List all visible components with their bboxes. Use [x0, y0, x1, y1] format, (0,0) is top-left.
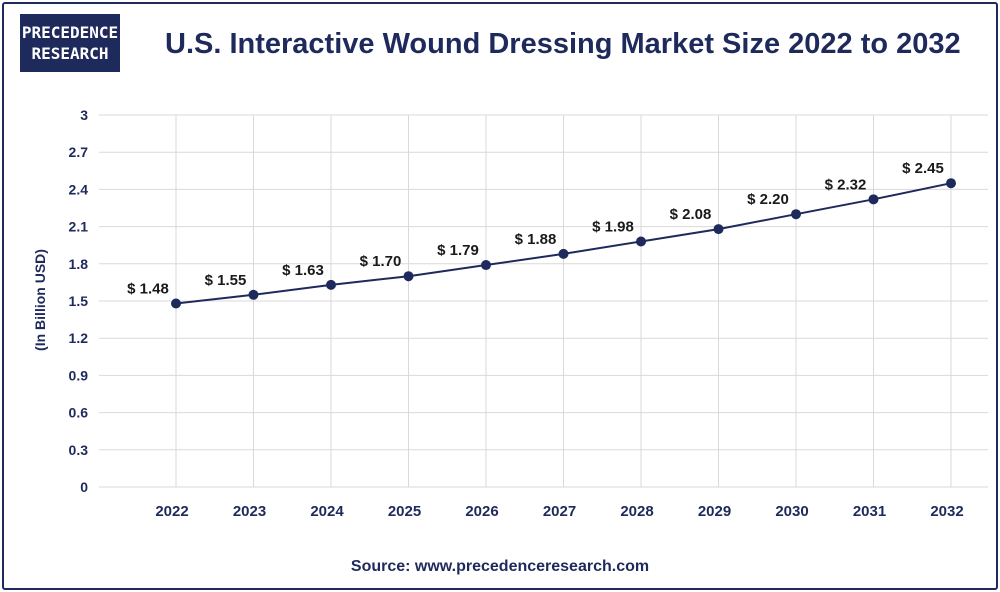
x-tick-label: 2024: [310, 503, 344, 520]
data-point: [946, 178, 956, 189]
data-label: $ 1.48: [127, 280, 169, 297]
data-label: $ 1.98: [592, 218, 634, 235]
y-tick-label: 0.3: [69, 442, 89, 458]
x-tick-label: 2025: [388, 503, 421, 520]
data-point: [481, 260, 491, 271]
data-point: [636, 236, 646, 247]
y-tick-label: 3: [80, 107, 88, 123]
x-tick-label: 2023: [233, 503, 266, 520]
precedence-research-logo: PRECEDENCE RESEARCH: [20, 14, 120, 72]
x-tick-label: 2027: [543, 503, 576, 520]
data-label: $ 1.88: [515, 231, 557, 248]
x-tick-label: 2029: [698, 503, 731, 520]
x-tick-label: 2026: [465, 503, 498, 520]
y-tick-label: 0: [80, 479, 88, 495]
y-tick-label: 0.9: [69, 367, 89, 383]
data-label: $ 2.08: [670, 206, 712, 223]
x-tick-label: 2031: [853, 503, 886, 520]
logo-line-1: PRECEDENCE: [21, 23, 119, 42]
data-label: $ 1.63: [282, 262, 324, 279]
y-tick-label: 1.2: [69, 330, 89, 346]
data-point: [868, 194, 879, 205]
x-tick-label: 2030: [775, 503, 808, 520]
x-tick-label: 2028: [620, 503, 653, 520]
y-tick-label: 1.5: [69, 293, 89, 309]
y-tick-label: 2.4: [69, 181, 89, 197]
data-label: $ 1.55: [205, 272, 247, 289]
data-point: [558, 248, 569, 259]
x-tick-label: 2022: [155, 503, 188, 520]
data-point: [713, 224, 724, 235]
data-point: [791, 209, 801, 220]
data-point: [171, 298, 181, 309]
y-tick-label: 0.6: [69, 405, 89, 421]
data-point: [248, 289, 259, 300]
data-label: $ 1.79: [437, 242, 479, 259]
y-axis-label: (In Billion USD): [32, 249, 48, 351]
data-point: [403, 271, 414, 282]
y-tick-label: 1.8: [69, 256, 89, 272]
y-tick-label: 2.1: [69, 219, 89, 235]
data-label: $ 2.45: [902, 160, 944, 177]
source-credit: Source: www.precedenceresearch.com: [350, 558, 650, 575]
y-tick-label: 2.7: [69, 144, 89, 160]
logo-line-2: RESEARCH: [31, 44, 109, 63]
data-label: $ 2.20: [747, 191, 789, 208]
data-label: $ 2.32: [825, 176, 867, 193]
data-point: [326, 279, 336, 290]
chart-title: U.S. Interactive Wound Dressing Market S…: [165, 28, 961, 60]
data-label: $ 1.70: [360, 253, 402, 270]
x-tick-label: 2032: [930, 503, 963, 520]
